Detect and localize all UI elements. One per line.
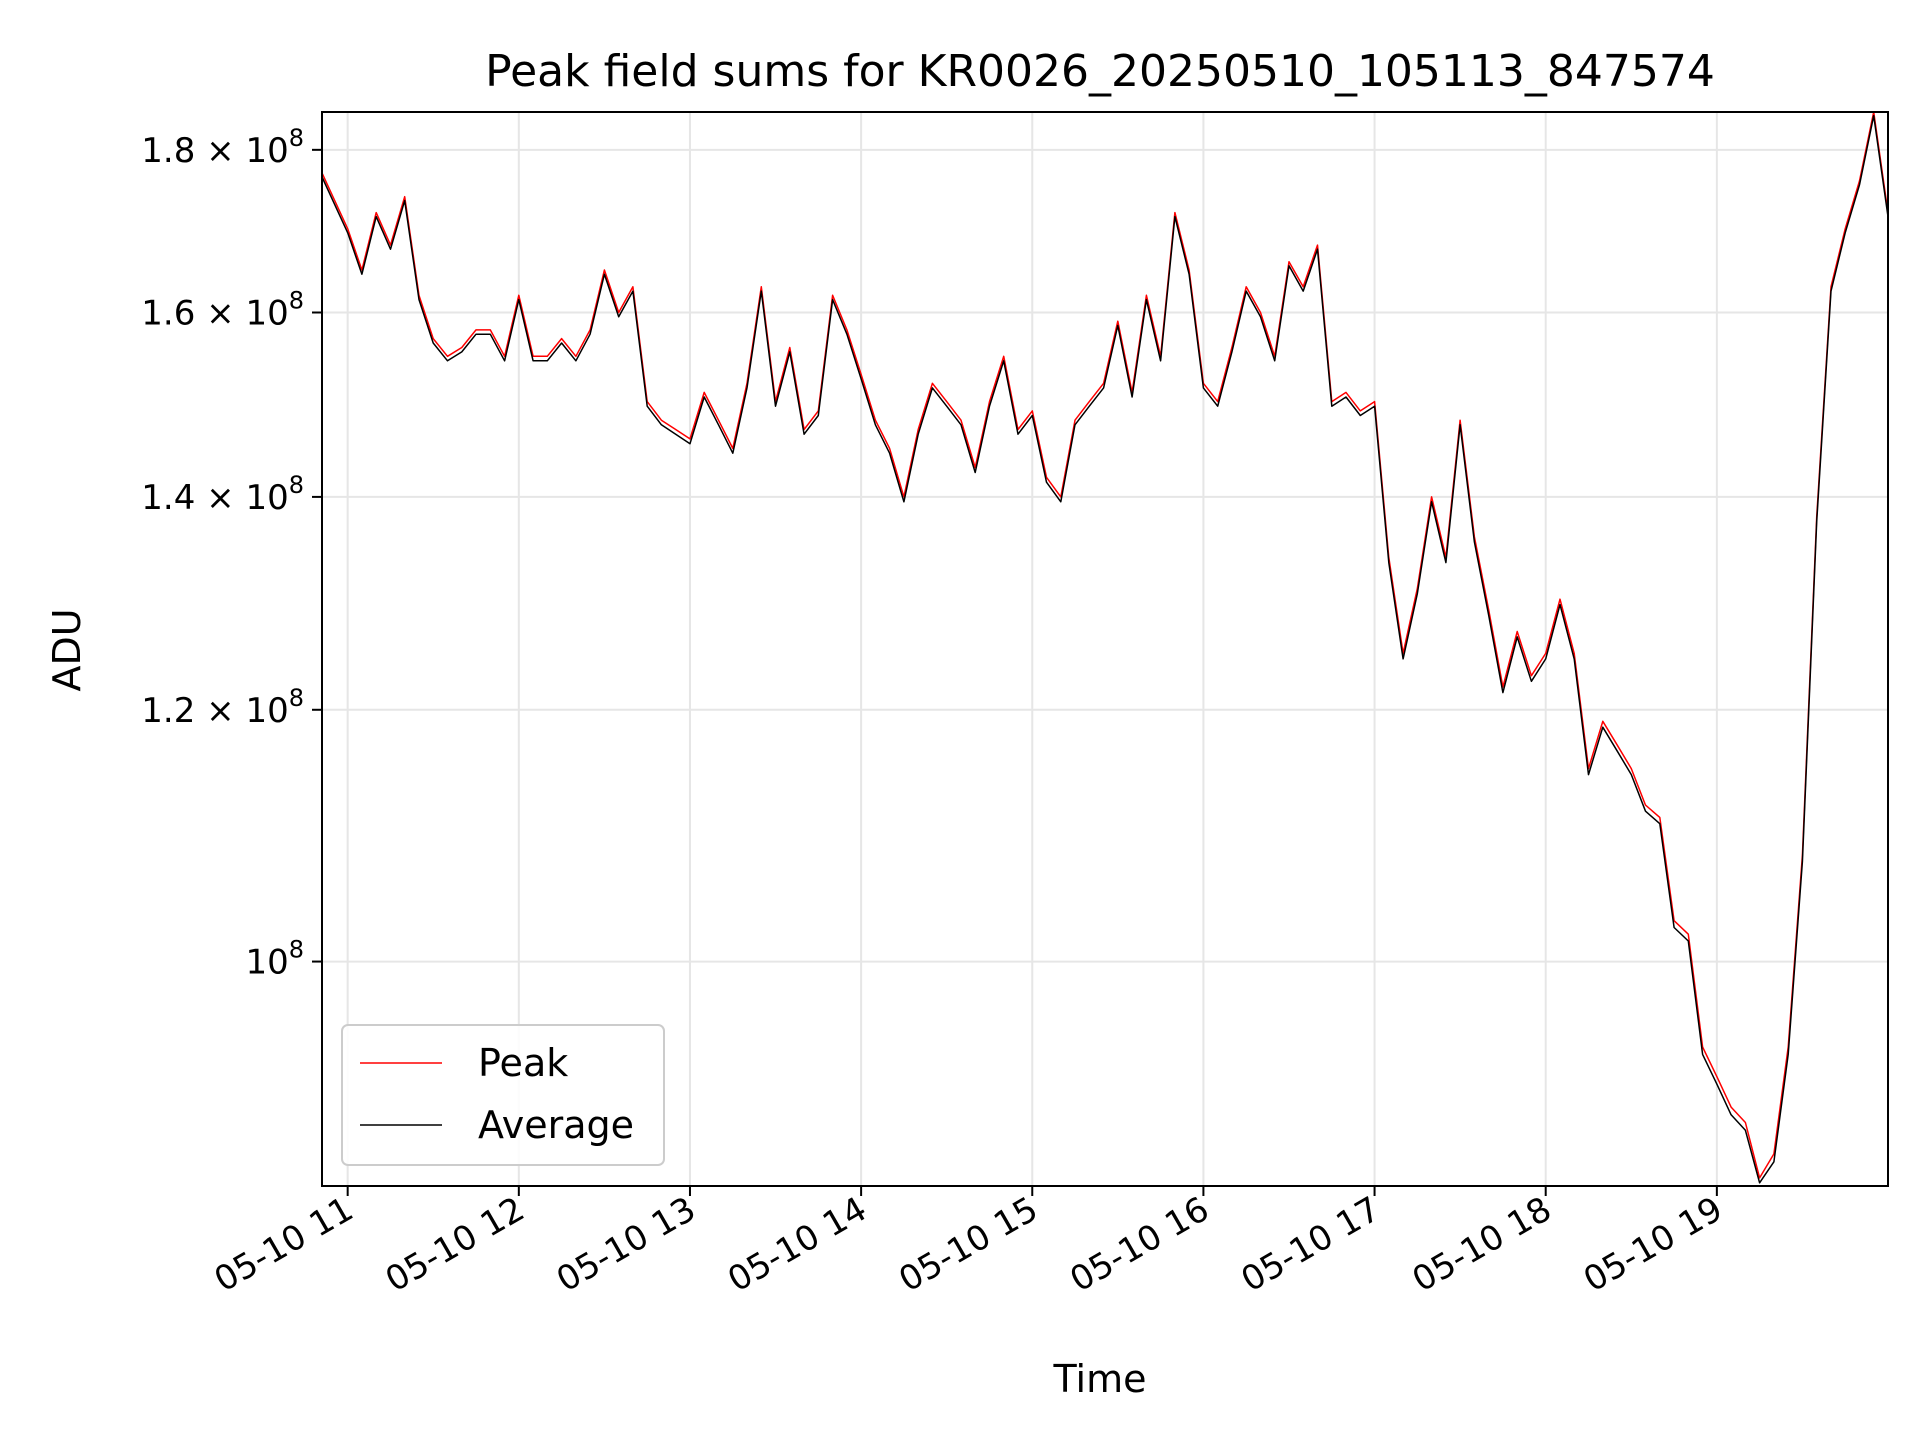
y-tick-exponent: 8 bbox=[289, 471, 304, 499]
x-axis-label: Time bbox=[1053, 1357, 1147, 1401]
legend-label: Peak bbox=[478, 1041, 568, 1085]
legend-box bbox=[341, 1024, 665, 1166]
series-line-average bbox=[322, 114, 1888, 1184]
series-layer bbox=[322, 112, 1888, 1184]
y-tick-base: 1.2 × 10 bbox=[141, 691, 288, 731]
legend: Peak Average bbox=[341, 1024, 665, 1166]
y-tick-label: 1.2 × 108 bbox=[141, 684, 304, 731]
legend-label: Average bbox=[478, 1103, 634, 1147]
y-tick-base: 1.6 × 10 bbox=[141, 293, 288, 333]
y-tick-base: 10 bbox=[245, 943, 288, 983]
y-tick-exponent: 8 bbox=[289, 936, 304, 964]
y-tick-label: 1.6 × 108 bbox=[141, 286, 304, 333]
y-tick-label: 1.8 × 108 bbox=[141, 124, 304, 171]
y-tick-label: 1.4 × 108 bbox=[141, 471, 304, 518]
y-tick-exponent: 8 bbox=[289, 124, 304, 152]
y-tick-label: 108 bbox=[245, 936, 304, 983]
plot-frame bbox=[321, 111, 1889, 1187]
y-axis-label: ADU bbox=[45, 608, 89, 691]
grid bbox=[322, 112, 1888, 1186]
y-tick-exponent: 8 bbox=[289, 684, 304, 712]
y-tick-base: 1.8 × 10 bbox=[141, 131, 288, 171]
y-tick-exponent: 8 bbox=[289, 286, 304, 314]
series-line-peak bbox=[322, 112, 1888, 1179]
chart-title: Peak field sums for KR0026_20250510_1051… bbox=[485, 46, 1715, 97]
y-tick-base: 1.4 × 10 bbox=[141, 478, 288, 518]
